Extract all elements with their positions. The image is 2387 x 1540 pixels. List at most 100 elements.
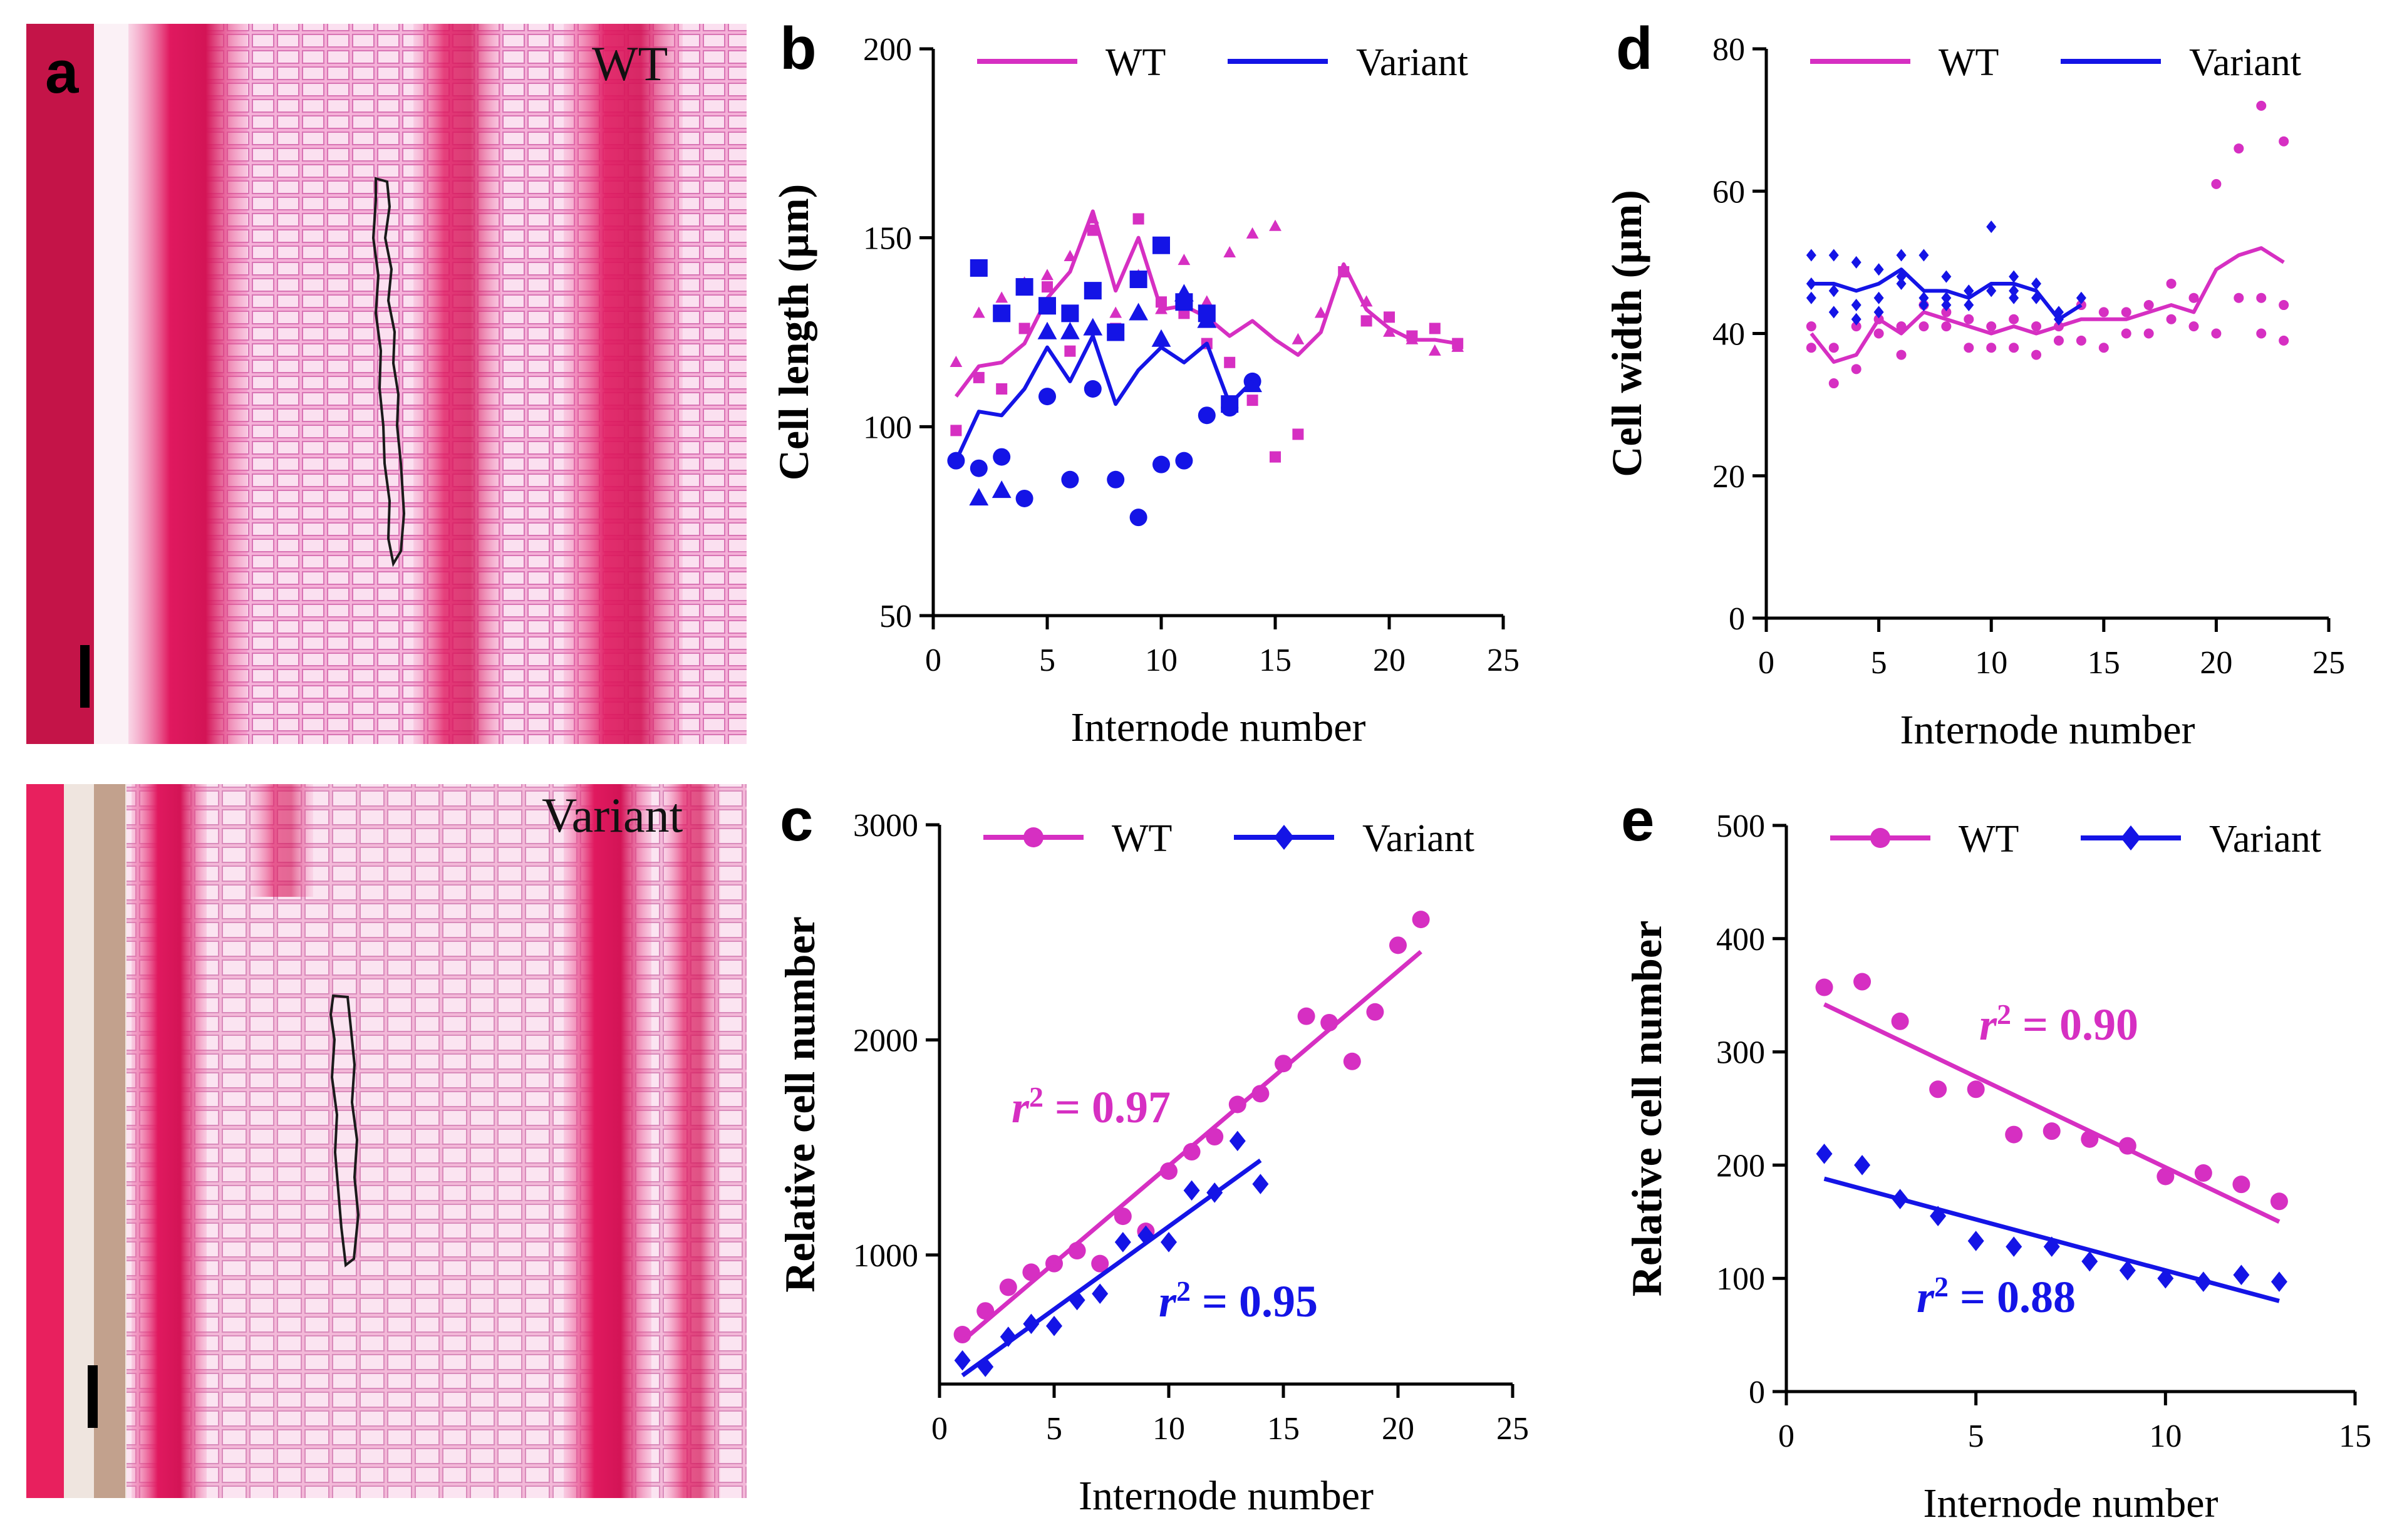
panel-letter-b: b: [780, 15, 817, 82]
point-wt: [2256, 292, 2267, 303]
point-wt: [2211, 328, 2222, 339]
y-tick-label: 3000: [853, 808, 918, 844]
point-wt: [1275, 1055, 1292, 1073]
x-tick-label: 10: [2149, 1419, 2182, 1454]
point-wt: [1853, 973, 1872, 991]
micrograph-wt: a WT: [26, 24, 747, 744]
point-wt-triangle: [1451, 340, 1464, 352]
point-wt: [2166, 278, 2177, 289]
legend-label-variant: Variant: [1356, 41, 1468, 84]
point-wt-square: [1429, 323, 1441, 334]
point-wt: [2098, 343, 2109, 353]
point-wt-triangle: [1428, 344, 1441, 356]
chart-relative-cell-number-e: e 0 5 10 15 0 100 200 300 400 500 Internode number R…: [1621, 787, 2371, 1526]
point-wt: [1967, 1080, 1985, 1098]
point-wt-triangle: [1223, 246, 1236, 257]
point-wt: [1828, 378, 1839, 389]
legend-label-wt: WT: [1939, 41, 1999, 84]
point-wt: [1986, 343, 1997, 353]
point-variant: [1941, 270, 1952, 283]
fit-line-variant: [961, 1158, 1262, 1378]
r-squared-value: = 0.88: [1949, 1272, 2076, 1322]
point-variant: [2270, 1271, 2287, 1292]
point-wt: [1891, 1012, 1909, 1030]
x-tick-label: 25: [2312, 645, 2345, 681]
point-wt-square: [1270, 451, 1281, 463]
x-tick-label: 20: [1373, 643, 1406, 678]
x-tick-label: 0: [931, 1411, 948, 1447]
point-wt: [2143, 300, 2154, 311]
point-variant: [2031, 277, 2042, 290]
point-wt-triangle: [1246, 227, 1259, 239]
point-variant-triangle: [1151, 329, 1171, 347]
point-wt: [1851, 364, 1861, 375]
point-variant: [1967, 1231, 1984, 1251]
point-variant-triangle: [1197, 310, 1217, 328]
point-wt: [2270, 1192, 2288, 1211]
chart-cell-width: d 0 5 10 15 20 25 0 20 40 60 80 Internode number Cell…: [1603, 15, 2345, 753]
point-variant: [1046, 1316, 1062, 1336]
point-variant: [1918, 299, 1929, 312]
point-wt: [1091, 1254, 1109, 1273]
legend-marker-wt: [1870, 828, 1890, 848]
point-variant: [1964, 284, 1974, 297]
micrograph-label-variant: Variant: [542, 788, 683, 842]
point-variant: [2119, 1260, 2136, 1281]
x-axis-label: Internode number: [1924, 1481, 2219, 1526]
point-wt: [1873, 328, 1884, 339]
point-wt-triangle: [1269, 219, 1282, 231]
y-axis-label: Relative cell number: [776, 916, 824, 1293]
point-wt: [1851, 321, 1861, 332]
r-squared-symbol: r: [1917, 1272, 1935, 1322]
point-variant: [1896, 249, 1907, 262]
point-variant: [1828, 284, 1839, 297]
point-variant-square: [1061, 304, 1079, 323]
point-variant-circle: [1129, 509, 1147, 527]
panel-letter-c: c: [780, 787, 813, 854]
point-variant-triangle: [969, 488, 989, 506]
point-variant: [1964, 299, 1974, 312]
x-axis-label: Internode number: [1079, 1473, 1374, 1519]
point-wt-square: [996, 383, 1008, 395]
legend-marker-variant: [2121, 825, 2141, 850]
point-wt-triangle: [1041, 269, 1054, 281]
point-variant: [1851, 256, 1861, 269]
point-variant: [1986, 220, 1997, 234]
point-variant-square: [1107, 323, 1125, 341]
point-variant: [2233, 1264, 2250, 1286]
point-wt: [2234, 143, 2244, 154]
legend-label-variant: Variant: [1362, 817, 1474, 860]
point-wt: [2121, 328, 2131, 339]
legend-label-wt: WT: [1959, 818, 2019, 860]
point-variant-circle: [1152, 455, 1170, 473]
x-tick-label: 10: [1975, 645, 2007, 681]
fit-line-wt: [1823, 1002, 2281, 1224]
point-wt: [1343, 1052, 1361, 1070]
micrograph-variant: Variant: [26, 784, 747, 1498]
point-wt: [1366, 1003, 1384, 1021]
chart-cell-length: b 0 5 10 15 20 25 50 100 150 200 Internode number Ce…: [770, 15, 1520, 750]
y-tick-label: 100: [863, 410, 912, 445]
point-wt: [2031, 321, 2042, 332]
legend-label-wt: WT: [1105, 41, 1166, 84]
point-variant-triangle: [1060, 321, 1080, 339]
point-variant: [1918, 249, 1929, 262]
x-axis-label: Internode number: [1900, 707, 2195, 753]
point-variant: [1816, 1144, 1833, 1164]
point-wt: [2143, 328, 2154, 339]
point-wt: [2188, 292, 2199, 303]
point-wt: [2031, 349, 2042, 360]
point-variant: [1092, 1283, 1109, 1304]
point-variant: [1918, 291, 1929, 304]
y-tick-label: 60: [1712, 174, 1745, 210]
point-wt: [2279, 335, 2289, 346]
point-wt-square: [1292, 428, 1304, 440]
point-wt: [1114, 1207, 1132, 1226]
point-wt: [1964, 343, 1974, 353]
point-variant-triangle: [1083, 318, 1103, 336]
x-tick-label: 20: [1382, 1411, 1414, 1447]
point-wt: [2009, 314, 2019, 324]
point-variant: [954, 1350, 971, 1371]
point-wt-square: [1064, 345, 1076, 357]
